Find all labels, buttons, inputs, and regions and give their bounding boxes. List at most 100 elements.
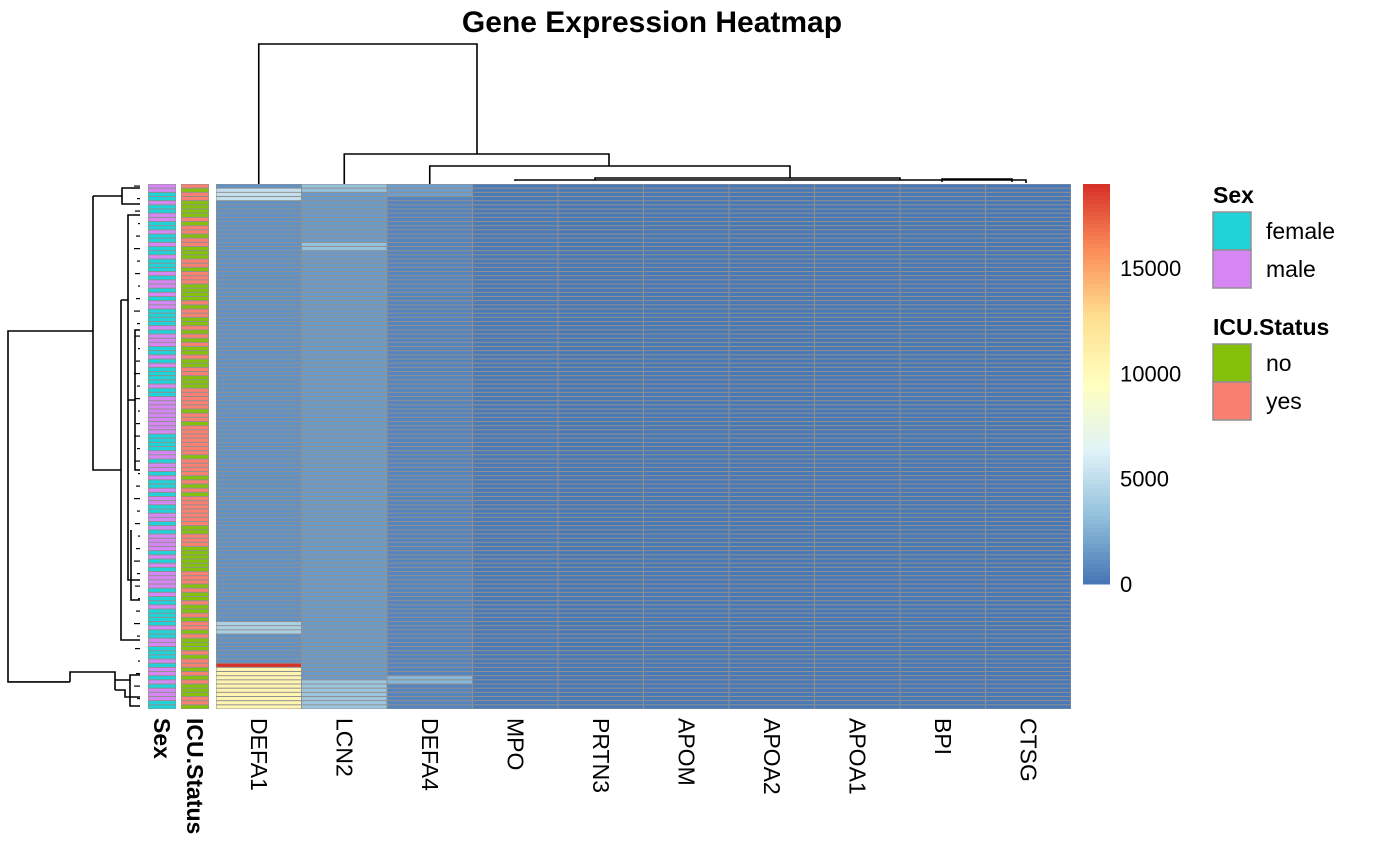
heatmap-cell: [900, 263, 985, 267]
heatmap-cell: [387, 284, 472, 288]
heatmap-cell: [729, 384, 814, 388]
heatmap-cell: [986, 209, 1071, 213]
sex-annotation-cell: [148, 309, 176, 313]
heatmap-cell: [815, 601, 900, 605]
heatmap-cell: [986, 213, 1071, 217]
heatmap-cell: [473, 197, 558, 201]
heatmap-cell: [473, 322, 558, 326]
heatmap-cell: [815, 676, 900, 680]
heatmap-cell: [473, 226, 558, 230]
heatmap-cell: [644, 559, 729, 563]
heatmap-cell: [302, 247, 387, 251]
heatmap-cell: [729, 234, 814, 238]
dendrogram-branch: [941, 178, 1013, 182]
heatmap-cell: [387, 530, 472, 534]
heatmap-cell: [815, 230, 900, 234]
heatmap-cell: [387, 317, 472, 321]
heatmap-cell: [387, 576, 472, 580]
sex-annotation-cell: [148, 626, 176, 630]
heatmap-cell: [644, 288, 729, 292]
heatmap-cell: [302, 434, 387, 438]
heatmap-cell: [473, 351, 558, 355]
icu-status-annotation-cell: [181, 634, 209, 638]
heatmap-cell: [473, 309, 558, 313]
heatmap-cell: [815, 205, 900, 209]
heatmap-cell: [216, 297, 301, 301]
icu-status-annotation-cell: [181, 638, 209, 642]
sex-annotation-cell: [148, 372, 176, 376]
heatmap-cell: [302, 501, 387, 505]
color-scale-band: [1083, 408, 1110, 413]
heatmap-cell: [900, 351, 985, 355]
heatmap-cell: [644, 492, 729, 496]
heatmap-cell: [473, 397, 558, 401]
heatmap-cell: [302, 405, 387, 409]
sex-annotation-cell: [148, 430, 176, 434]
heatmap-cell: [387, 184, 472, 188]
sex-annotation-cell: [148, 692, 176, 696]
heatmap-cell: [387, 313, 472, 317]
icu-status-annotation-cell: [181, 317, 209, 321]
sex-annotation-cell: [148, 363, 176, 367]
heatmap-cell: [729, 322, 814, 326]
icu-status-annotation-cell: [181, 434, 209, 438]
heatmap-cell: [558, 455, 643, 459]
heatmap-cell: [558, 234, 643, 238]
heatmap-cell: [302, 663, 387, 667]
heatmap-cell: [473, 484, 558, 488]
dendrogram-branch: [514, 179, 1027, 183]
heatmap-cell: [216, 576, 301, 580]
heatmap-cell: [473, 330, 558, 334]
heatmap-cell: [900, 476, 985, 480]
icu-status-annotation-cell: [181, 380, 209, 384]
heatmap-cell: [729, 463, 814, 467]
icu-status-annotation-cell: [181, 526, 209, 530]
heatmap-cell: [986, 667, 1071, 671]
sex-annotation-cell: [148, 526, 176, 530]
heatmap-cell: [815, 201, 900, 205]
heatmap-cell: [729, 705, 814, 709]
heatmap-cell: [900, 484, 985, 488]
dendrogram-branch: [128, 329, 140, 401]
heatmap-cell: [216, 230, 301, 234]
heatmap-cell: [558, 501, 643, 505]
heatmap-cell: [302, 672, 387, 676]
heatmap-cell: [900, 497, 985, 501]
heatmap-cell: [815, 263, 900, 267]
heatmap-cell: [729, 617, 814, 621]
heatmap-cell: [558, 488, 643, 492]
heatmap-cell: [644, 388, 729, 392]
heatmap-cell: [729, 297, 814, 301]
heatmap-cell: [729, 284, 814, 288]
heatmap-cell: [216, 480, 301, 484]
heatmap-cell: [302, 551, 387, 555]
heatmap-cell: [729, 334, 814, 338]
heatmap-cell: [302, 638, 387, 642]
heatmap-cell: [986, 217, 1071, 221]
heatmap-cell: [986, 701, 1071, 705]
heatmap-cell: [815, 559, 900, 563]
heatmap-cell: [644, 292, 729, 296]
heatmap-cell: [986, 251, 1071, 255]
heatmap-cell: [900, 505, 985, 509]
heatmap-cell: [900, 688, 985, 692]
heatmap-cell: [216, 563, 301, 567]
heatmap-cell: [729, 188, 814, 192]
heatmap-cell: [302, 484, 387, 488]
heatmap-cell: [815, 667, 900, 671]
heatmap-cell: [473, 338, 558, 342]
icu-status-annotation-cell: [181, 684, 209, 688]
heatmap-cell: [387, 559, 472, 563]
heatmap-cell: [729, 388, 814, 392]
heatmap-cell: [302, 238, 387, 242]
heatmap-cell: [473, 576, 558, 580]
icu-status-annotation-cell: [181, 247, 209, 251]
color-scale-tick-label: 10000: [1120, 362, 1181, 387]
color-scale-band: [1083, 376, 1110, 381]
sex-annotation-cell: [148, 417, 176, 421]
icu-status-annotation-cell: [181, 284, 209, 288]
heatmap-cell: [302, 609, 387, 613]
heatmap-cell: [900, 613, 985, 617]
heatmap-cell: [729, 584, 814, 588]
